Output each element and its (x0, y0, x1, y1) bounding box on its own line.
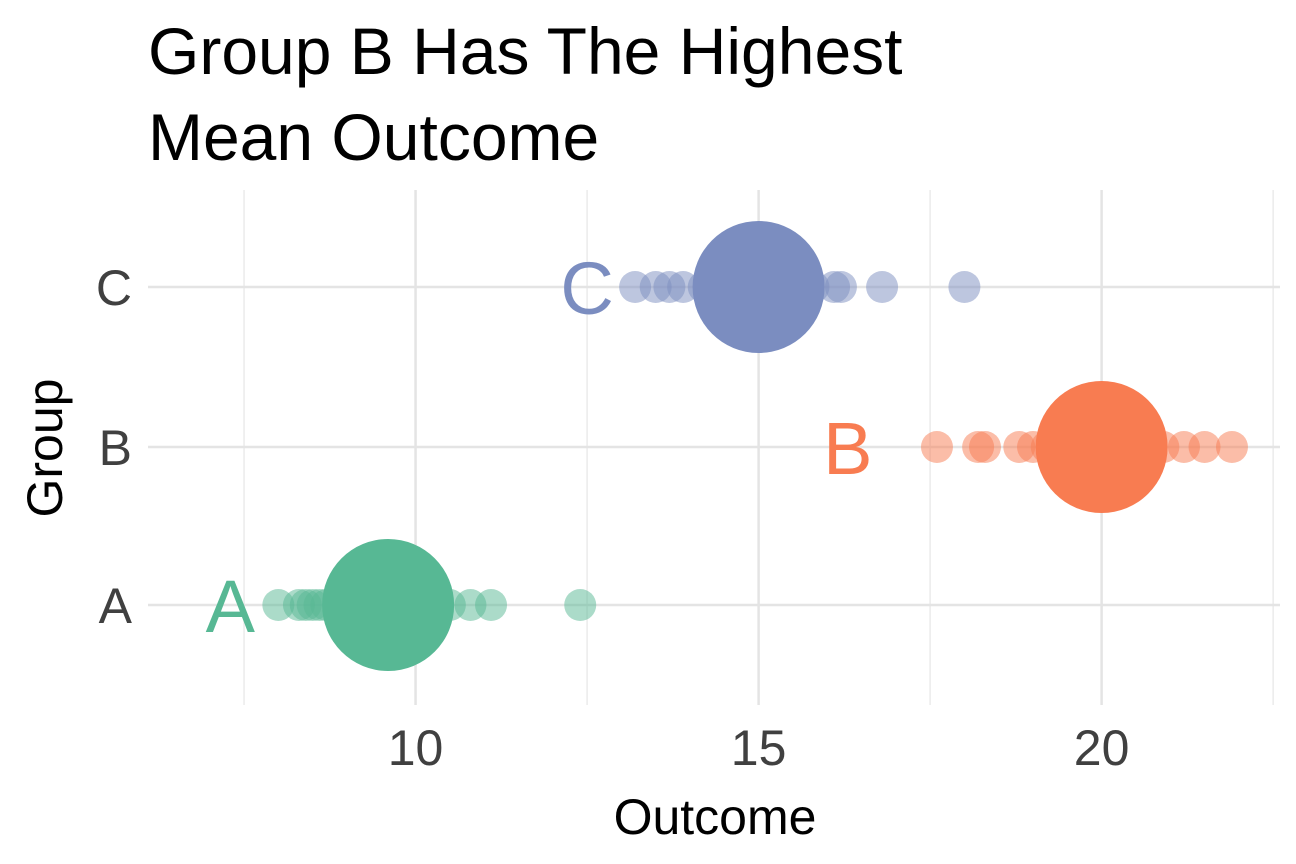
y-tick-label: A (99, 578, 133, 634)
group-labels: A B C (206, 247, 873, 648)
x-tick-label: 10 (388, 720, 444, 776)
data-point-a (475, 589, 508, 621)
x-tick-label: 15 (731, 720, 787, 776)
chart-title-line-2: Mean Outcome (148, 100, 599, 174)
y-tick-label: C (96, 260, 132, 316)
chart-title-line-1: Group B Has The Highest (148, 14, 903, 88)
mean-point-c (692, 221, 825, 353)
group-label-b: B (823, 407, 872, 490)
x-axis-label: Outcome (614, 789, 817, 845)
data-point-b (1215, 431, 1248, 463)
data-point-b (920, 431, 953, 463)
axis-ticks: 10 15 20 A B C (96, 260, 1130, 776)
y-tick-label: B (99, 420, 132, 476)
data-point-b (1188, 431, 1221, 463)
x-tick-label: 20 (1074, 720, 1130, 776)
data-point-c (824, 271, 857, 303)
data-point-c (948, 271, 981, 303)
y-axis-label: Group (17, 379, 73, 518)
data-point-c (866, 271, 899, 303)
data-points (262, 221, 1248, 671)
group-label-c: C (560, 247, 613, 330)
data-point-b (968, 431, 1001, 463)
mean-point-a (322, 539, 455, 671)
mean-point-b (1035, 381, 1168, 513)
data-point-a (564, 589, 597, 621)
group-label-a: A (206, 565, 256, 648)
